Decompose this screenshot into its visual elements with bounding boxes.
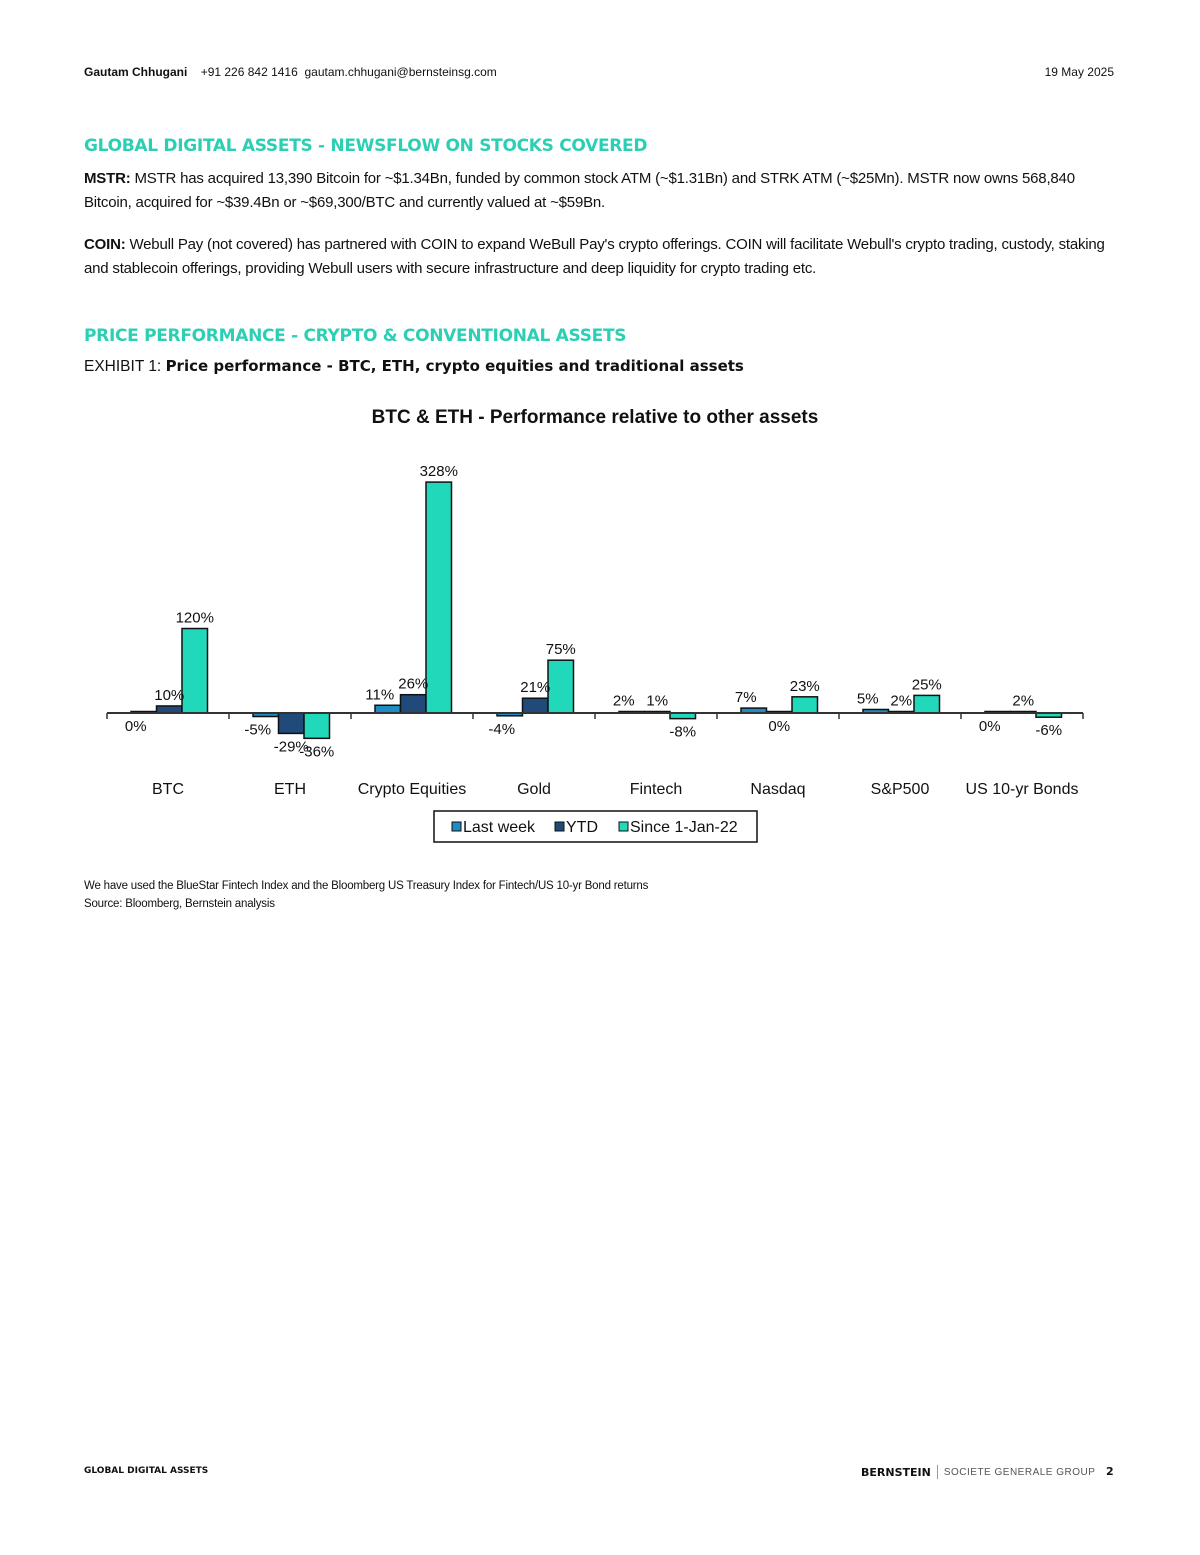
- data-label: -5%: [244, 722, 271, 739]
- author-phone: +91 226 842 1416: [200, 65, 298, 79]
- legend-swatch: [554, 821, 565, 832]
- data-label: 26%: [398, 676, 428, 693]
- data-label: 2%: [613, 693, 635, 710]
- bar-since-1-jan-22: [791, 696, 819, 714]
- data-label: 0%: [979, 718, 1001, 735]
- data-label: 0%: [125, 718, 147, 735]
- category-label: US 10-yr Bonds: [966, 781, 1079, 798]
- brand-logo: BERNSTEIN: [861, 1465, 931, 1479]
- bar-since-1-jan-22: [547, 659, 575, 714]
- legend-label: Since 1-Jan-22: [630, 819, 738, 836]
- bar-ytd: [521, 697, 549, 714]
- news-text: MSTR has acquired 13,390 Bitcoin for ~$1…: [84, 170, 1075, 211]
- data-label: 21%: [520, 679, 550, 696]
- legend-label: YTD: [566, 819, 598, 836]
- data-label: 5%: [857, 690, 879, 707]
- legend-swatch: [451, 821, 462, 832]
- data-label: -4%: [488, 721, 515, 738]
- category-label: ETH: [274, 781, 306, 798]
- page-number: 2: [1106, 1465, 1114, 1478]
- data-label: 328%: [420, 463, 458, 480]
- bar-since-1-jan-22: [181, 627, 209, 714]
- bar-since-1-jan-22: [425, 481, 453, 714]
- news-ticker: COIN:: [84, 236, 126, 253]
- legend-label: Last week: [463, 819, 536, 836]
- chart-legend: Last week YTD Since 1-Jan-22: [433, 810, 758, 843]
- data-label: -36%: [299, 743, 334, 760]
- data-label: -8%: [669, 724, 696, 741]
- author-email[interactable]: gautam.chhugani@bernsteinsg.com: [304, 65, 497, 79]
- category-label: Crypto Equities: [358, 781, 467, 798]
- category-label: S&P500: [871, 781, 930, 798]
- chart-source: Source: Bloomberg, Bernstein analysis: [84, 898, 275, 910]
- performance-chart: BTC & ETH - Performance relative to othe…: [106, 407, 1084, 843]
- data-label: 25%: [912, 676, 942, 693]
- news-item-mstr: MSTR: MSTR has acquired 13,390 Bitcoin f…: [84, 167, 1124, 215]
- news-item-coin: COIN: Webull Pay (not covered) has partn…: [84, 233, 1124, 281]
- footer-section: GLOBAL DIGITAL ASSETS: [84, 1466, 209, 1476]
- data-label: 10%: [154, 687, 184, 704]
- data-label: -6%: [1035, 722, 1062, 739]
- brand-divider: [936, 1465, 938, 1479]
- bar-ytd: [399, 693, 427, 714]
- exhibit-label: EXHIBIT 1:: [84, 358, 162, 375]
- category-label: Fintech: [630, 781, 682, 798]
- news-text: Webull Pay (not covered) has partnered w…: [84, 236, 1105, 277]
- footer-brand: BERNSTEIN SOCIETE GENERALE GROUP: [861, 1465, 1095, 1479]
- legend-swatch: [618, 821, 629, 832]
- data-label: -29%: [274, 738, 309, 755]
- exhibit-caption: EXHIBIT 1: Price performance - BTC, ETH,…: [84, 357, 744, 376]
- data-label: 75%: [546, 641, 576, 658]
- chart-title: BTC & ETH - Performance relative to othe…: [372, 407, 819, 428]
- data-label: 120%: [176, 610, 214, 627]
- bar-since-1-jan-22: [913, 694, 941, 714]
- section-title-newsflow: GLOBAL DIGITAL ASSETS - NEWSFLOW ON STOC…: [84, 136, 648, 156]
- chart-note: We have used the BlueStar Fintech Index …: [84, 880, 649, 892]
- category-label: Gold: [517, 781, 551, 798]
- bar-since-1-jan-22: [303, 712, 331, 740]
- section-title-performance: PRICE PERFORMANCE - CRYPTO & CONVENTIONA…: [84, 326, 627, 346]
- bar-last-week: [374, 704, 402, 714]
- data-label: 1%: [646, 693, 668, 710]
- brand-group: SOCIETE GENERALE GROUP: [943, 1466, 1096, 1478]
- data-label: 23%: [790, 678, 820, 695]
- data-label: 2%: [1012, 693, 1034, 710]
- data-label: 2%: [890, 693, 912, 710]
- author-name: Gautam Chhugani: [84, 65, 188, 79]
- news-ticker: MSTR:: [84, 170, 131, 187]
- data-label: 7%: [735, 689, 757, 706]
- report-date: 19 May 2025: [1044, 65, 1114, 79]
- category-label: Nasdaq: [750, 781, 805, 798]
- bar-ytd: [155, 705, 183, 714]
- data-label: 11%: [365, 686, 394, 703]
- category-label: BTC: [152, 781, 184, 798]
- exhibit-title: Price performance - BTC, ETH, crypto equ…: [165, 357, 744, 375]
- bar-ytd: [277, 712, 305, 735]
- header-contact: Gautam Chhugani +91 226 842 1416 gautam.…: [84, 65, 497, 79]
- data-label: 0%: [768, 718, 790, 735]
